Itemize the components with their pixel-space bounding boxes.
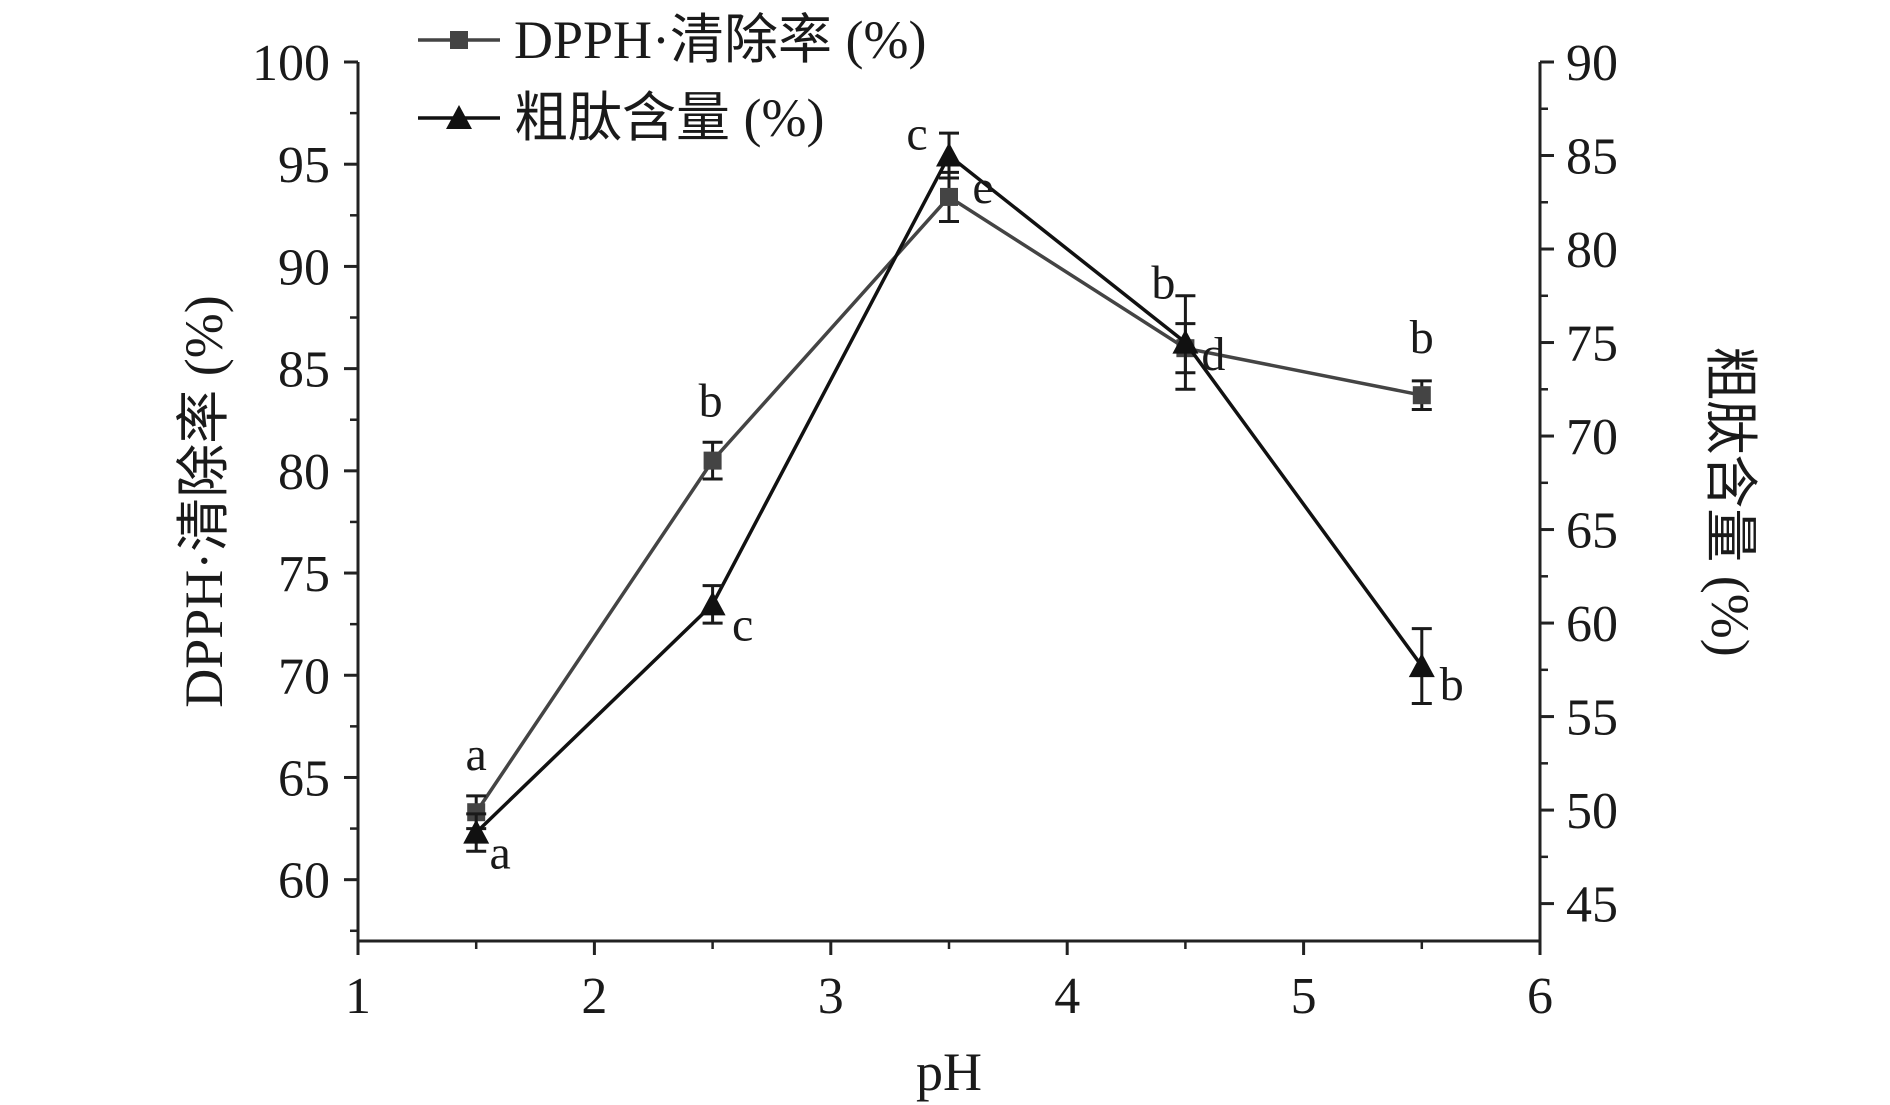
significance-label: c: [906, 108, 927, 161]
right-y-axis-title: 粗肽含量 (%): [1700, 346, 1760, 656]
x-tick-label-4: 4: [1054, 968, 1080, 1025]
significance-label: e: [972, 161, 993, 214]
right-y-tick-label-80: 80: [1566, 222, 1618, 279]
left-y-axis-title: DPPH·清除率 (%): [174, 295, 234, 708]
left-y-tick-label-95: 95: [278, 137, 330, 194]
right-y-tick-label-65: 65: [1566, 503, 1618, 560]
data-point-square: [467, 803, 486, 822]
data-point-triangle: [699, 591, 726, 616]
data-point-triangle: [1408, 653, 1435, 678]
right-y-tick-label-85: 85: [1566, 129, 1618, 186]
legend-label: DPPH·清除率 (%): [514, 10, 927, 70]
ticks-group: 1 2 3 4 5 66065707580859095100455055606570758…: [252, 35, 1618, 1025]
x-tick-label-5: 5: [1291, 968, 1317, 1025]
right-y-tick-label-45: 45: [1566, 877, 1618, 934]
left-y-tick-label-80: 80: [278, 444, 330, 501]
legend-marker-square: [450, 31, 468, 49]
series-group: [463, 131, 1435, 853]
data-point-triangle: [1172, 329, 1199, 354]
x-tick-label-6: 6: [1527, 968, 1553, 1025]
significance-label: b: [699, 375, 723, 428]
significance-label: c: [732, 598, 753, 651]
data-point-triangle: [463, 819, 490, 844]
right-y-tick-label-50: 50: [1566, 783, 1618, 840]
series-line: [474, 194, 1423, 814]
data-point-square: [703, 451, 722, 470]
significance-label: b: [1410, 311, 1434, 364]
series-dpph: [466, 170, 1432, 831]
legend: DPPH·清除率 (%) 粗肽含量 (%): [418, 10, 927, 148]
data-point-triangle: [936, 142, 962, 167]
right-y-tick-label-60: 60: [1566, 596, 1618, 653]
legend-item-dpph: DPPH·清除率 (%): [418, 10, 927, 70]
left-y-tick-label-90: 90: [278, 239, 330, 296]
x-axis-title: pH: [916, 1042, 982, 1102]
left-y-tick-label-70: 70: [278, 648, 330, 705]
legend-marker-triangle: [446, 105, 472, 130]
x-tick-label-2: 2: [581, 968, 607, 1025]
right-y-tick-label-70: 70: [1566, 409, 1618, 466]
left-y-tick-label-65: 65: [278, 750, 330, 807]
significance-label: b: [1440, 658, 1464, 711]
significance-label: a: [466, 728, 487, 781]
significance-label: a: [490, 827, 511, 880]
left-y-tick-label-60: 60: [278, 853, 330, 910]
right-y-tick-label-90: 90: [1566, 35, 1618, 92]
left-y-tick-label-85: 85: [278, 342, 330, 399]
legend-label: 粗肽含量 (%): [514, 88, 824, 148]
right-y-tick-label-55: 55: [1566, 690, 1618, 747]
significance-label: d: [1201, 328, 1225, 381]
series-line: [474, 152, 1424, 834]
legend-item-peptide: 粗肽含量 (%): [418, 88, 824, 148]
left-y-tick-label-75: 75: [278, 546, 330, 603]
x-tick-label-3: 3: [818, 968, 844, 1025]
left-y-tick-label-100: 100: [252, 35, 330, 92]
data-point-square: [1412, 386, 1431, 405]
data-point-square: [940, 187, 958, 206]
x-tick-label-1: 1: [345, 968, 371, 1025]
right-y-tick-label-75: 75: [1566, 316, 1618, 373]
series-peptide: [463, 131, 1435, 853]
significance-label: b: [1151, 257, 1175, 310]
